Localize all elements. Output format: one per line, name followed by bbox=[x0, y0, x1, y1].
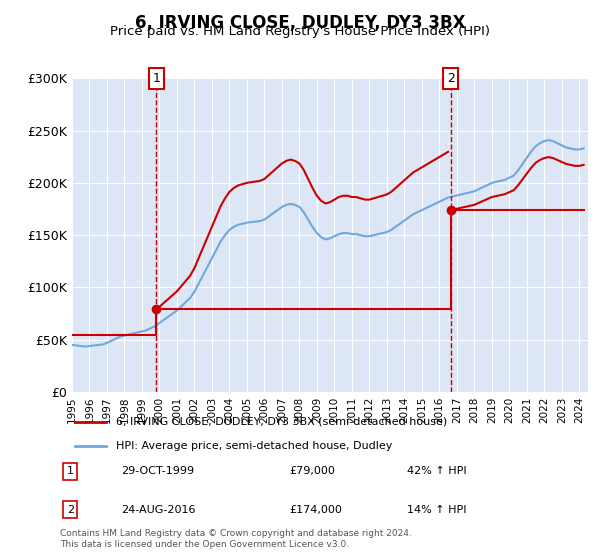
Text: Price paid vs. HM Land Registry's House Price Index (HPI): Price paid vs. HM Land Registry's House … bbox=[110, 25, 490, 38]
Text: 6, IRVING CLOSE, DUDLEY, DY3 3BX (semi-detached house): 6, IRVING CLOSE, DUDLEY, DY3 3BX (semi-d… bbox=[116, 417, 448, 427]
Text: £174,000: £174,000 bbox=[290, 505, 343, 515]
Text: 1: 1 bbox=[67, 466, 74, 477]
Text: 14% ↑ HPI: 14% ↑ HPI bbox=[407, 505, 466, 515]
Text: Contains HM Land Registry data © Crown copyright and database right 2024.
This d: Contains HM Land Registry data © Crown c… bbox=[60, 529, 412, 549]
Text: 24-AUG-2016: 24-AUG-2016 bbox=[121, 505, 196, 515]
Text: 2: 2 bbox=[67, 505, 74, 515]
Text: HPI: Average price, semi-detached house, Dudley: HPI: Average price, semi-detached house,… bbox=[116, 441, 392, 451]
Text: 29-OCT-1999: 29-OCT-1999 bbox=[121, 466, 194, 477]
Text: £79,000: £79,000 bbox=[290, 466, 335, 477]
Text: 1: 1 bbox=[152, 72, 160, 85]
Text: 42% ↑ HPI: 42% ↑ HPI bbox=[407, 466, 466, 477]
Text: 2: 2 bbox=[447, 72, 455, 85]
Text: 6, IRVING CLOSE, DUDLEY, DY3 3BX: 6, IRVING CLOSE, DUDLEY, DY3 3BX bbox=[135, 14, 465, 32]
